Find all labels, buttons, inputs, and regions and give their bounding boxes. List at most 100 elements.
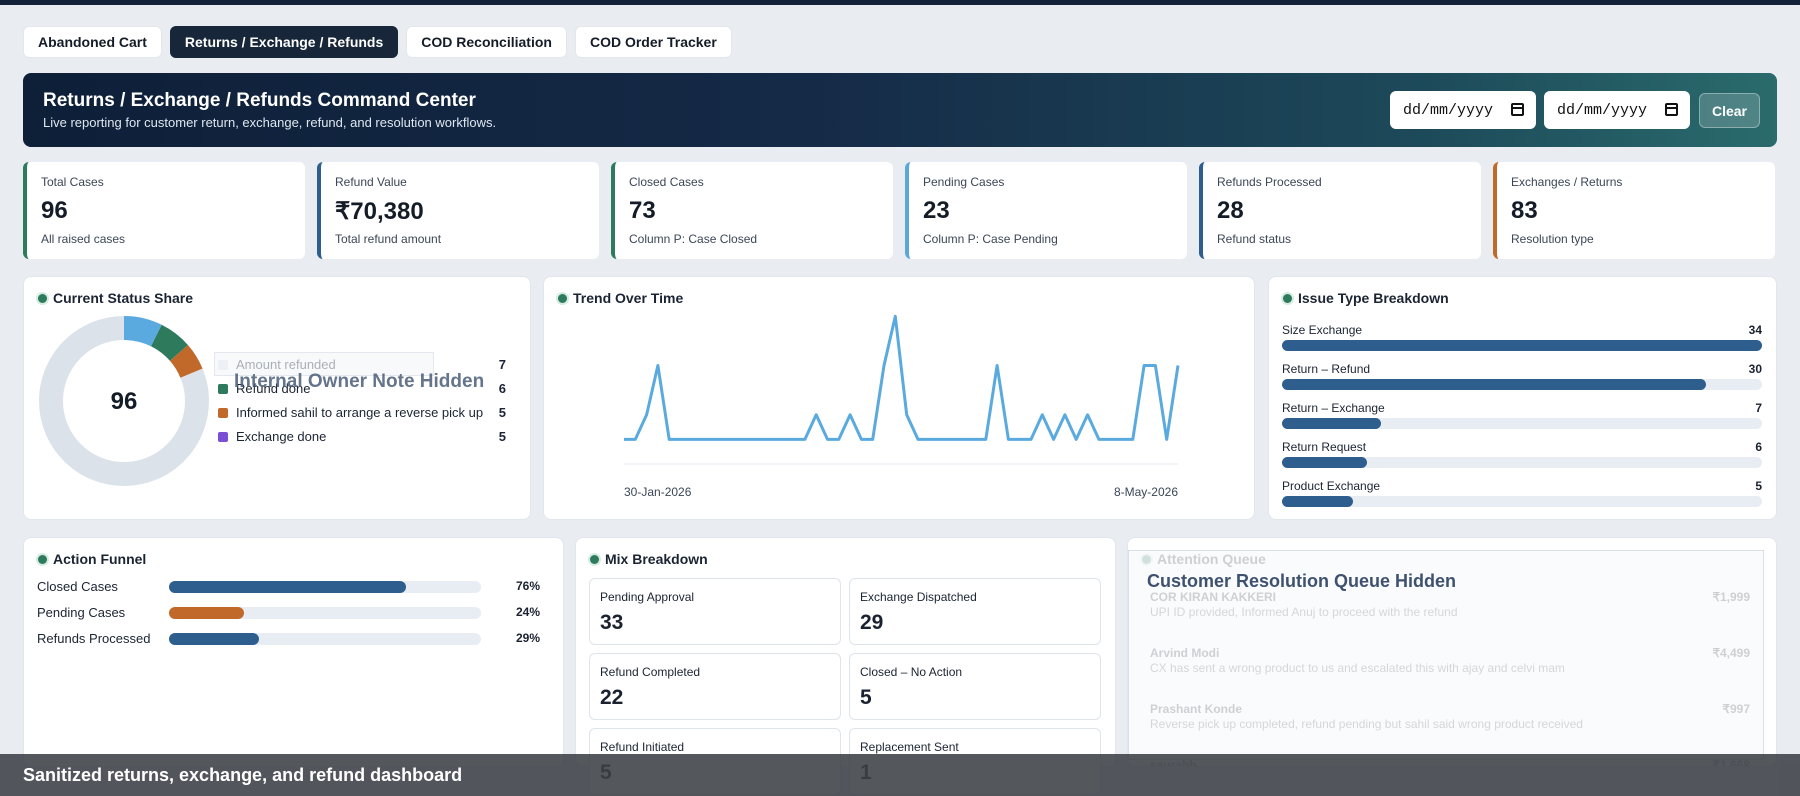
top-strip [0,0,1800,5]
kpi-sub: Column P: Case Closed [629,232,758,246]
tab-bar: Abandoned Cart Returns / Exchange / Refu… [23,26,732,58]
mix-label: Replacement Sent [860,740,959,754]
date-to-input[interactable]: dd/mm/yyyy [1544,91,1690,129]
issue-bar-fill [1282,340,1762,351]
issue-count: 30 [1748,362,1762,376]
kpi-sub: Refund status [1217,232,1292,246]
funnel-label: Pending Cases [37,605,126,620]
action-funnel-card: Action Funnel Closed Cases 76% Pending Cas… [23,537,564,767]
kpi-label: Closed Cases [629,175,704,189]
funnel-row: Pending Cases 24% [37,604,540,622]
issue-dot-icon [1283,294,1292,303]
issue-bar-fill [1282,379,1706,390]
trend-dot-icon [558,294,567,303]
kpi-card-exchanges-returns: Exchanges / Returns 83 Resolution type [1493,162,1775,259]
issue-bar-track [1282,496,1762,507]
queue-customer-name: Arvind Modi [1150,646,1220,660]
mix-stat-box: Closed – No Action 5 [849,653,1101,720]
queue-row[interactable]: Prashant Konde Reverse pick up completed,… [1150,702,1750,738]
clear-button[interactable]: Clear [1699,93,1760,128]
card-title: Issue Type Breakdown [1298,290,1449,306]
issue-bar-fill [1282,418,1381,429]
queue-customer-name: Prashant Konde [1150,702,1243,716]
legend-label: Informed sahil to arrange a reverse pick… [236,405,484,420]
issue-count: 7 [1755,401,1762,415]
funnel-percent: 24% [515,605,540,619]
issue-bar-fill [1282,457,1367,468]
legend-swatch [218,384,228,394]
funnel-dot-icon [38,555,47,564]
kpi-label: Exchanges / Returns [1511,175,1623,189]
trend-line-chart: 30-Jan-2026 8-May-2026 [624,314,1180,499]
queue-faded-content: Attention Queue COR KIRAN KAKKERI UPI ID … [1128,538,1776,766]
tab-abandoned-cart[interactable]: Abandoned Cart [23,26,162,58]
queue-dot-icon [1142,555,1151,564]
tab-returns-exchange-refunds[interactable]: Returns / Exchange / Refunds [169,26,399,58]
legend-swatch [218,408,228,418]
issue-row: Return Request 6 [1282,440,1762,474]
kpi-label: Total Cases [41,175,104,189]
queue-row[interactable]: Arvind Modi CX has sent a wrong product t… [1150,646,1750,682]
queue-customer-name: COR KIRAN KAKKERI [1150,590,1276,604]
issue-count: 34 [1748,323,1762,337]
calendar-icon[interactable] [1665,103,1678,116]
funnel-bar-track [169,633,481,645]
trend-card: Trend Over Time 30-Jan-2026 8-May-2026 [543,276,1255,520]
mix-breakdown-card: Mix Breakdown Pending Approval 33 Exchange… [575,537,1116,795]
issue-label: Product Exchange [1282,479,1381,493]
kpi-value: 28 [1217,197,1244,224]
status-share-card: Current Status Share 96 Amount refunded … [23,276,531,520]
legend-swatch [218,432,228,442]
command-center-header: Returns / Exchange / Refunds Command Cen… [23,73,1777,147]
kpi-value: 23 [923,197,950,224]
tab-cod-reconciliation[interactable]: COD Reconciliation [406,26,567,58]
legend-item-amount-refunded: Amount refunded [218,356,518,374]
issue-row: Product Exchange 5 [1282,479,1762,513]
calendar-icon[interactable] [1511,103,1524,116]
mix-stat-box: Refund Completed 22 [589,653,841,720]
mix-label: Exchange Dispatched [860,590,977,604]
queue-hidden-overlay [1128,550,1764,760]
funnel-row: Refunds Processed 29% [37,630,540,648]
donut-segment [39,316,209,486]
queue-row[interactable]: COR KIRAN KAKKERI UPI ID provided, Inform… [1150,590,1750,626]
trend-start-label: 30-Jan-2026 [624,485,692,499]
kpi-card-refunds-processed: Refunds Processed 28 Refund status [1199,162,1481,259]
legend-count: 7 [498,357,506,372]
funnel-percent: 29% [515,631,540,645]
footer-caption: Sanitized returns, exchange, and refund … [23,765,463,785]
legend-count: 5 [498,429,506,444]
kpi-label: Pending Cases [923,175,1005,189]
card-title: Action Funnel [53,551,147,567]
queue-amount: ₹4,499 [1712,646,1750,660]
date-to-placeholder: dd/mm/yyyy [1557,101,1648,119]
date-from-placeholder: dd/mm/yyyy [1403,101,1494,119]
queue-description: UPI ID provided, Informed Anuj to procee… [1150,605,1458,619]
funnel-bar-fill [169,633,260,645]
status-dot-icon [38,294,47,303]
hidden-owner-note: Internal Owner Note Hidden [234,371,485,392]
trend-series-line [624,314,1180,441]
funnel-label: Refunds Processed [37,631,151,646]
kpi-value: ₹70,380 [335,198,424,225]
queue-hidden-note: Customer Resolution Queue Hidden [1147,571,1457,591]
issue-bar-track [1282,418,1762,429]
date-from-input[interactable]: dd/mm/yyyy [1390,91,1536,129]
funnel-label: Closed Cases [37,579,118,594]
legend-swatch [218,360,228,370]
hidden-note-box [214,352,434,376]
funnel-bar-track [169,581,481,593]
queue-amount: ₹1,999 [1712,590,1750,604]
kpi-sub: All raised cases [41,232,126,246]
issue-count: 6 [1755,440,1762,454]
status-donut-chart: 96 [39,316,209,486]
tab-cod-order-tracker[interactable]: COD Order Tracker [574,26,732,58]
legend-item-refund-done: Refund done 6 [218,380,518,398]
legend-label: Refund done [236,381,311,396]
page-title: Returns / Exchange / Refunds Command Cen… [43,90,476,111]
queue-description: CX has sent a wrong product to us and es… [1150,661,1565,675]
queue-description: Reverse pick up completed, refund pendin… [1150,717,1583,731]
mix-dot-icon [590,555,599,564]
card-title: Trend Over Time [573,290,684,306]
card-title: Attention Queue [1157,551,1266,567]
